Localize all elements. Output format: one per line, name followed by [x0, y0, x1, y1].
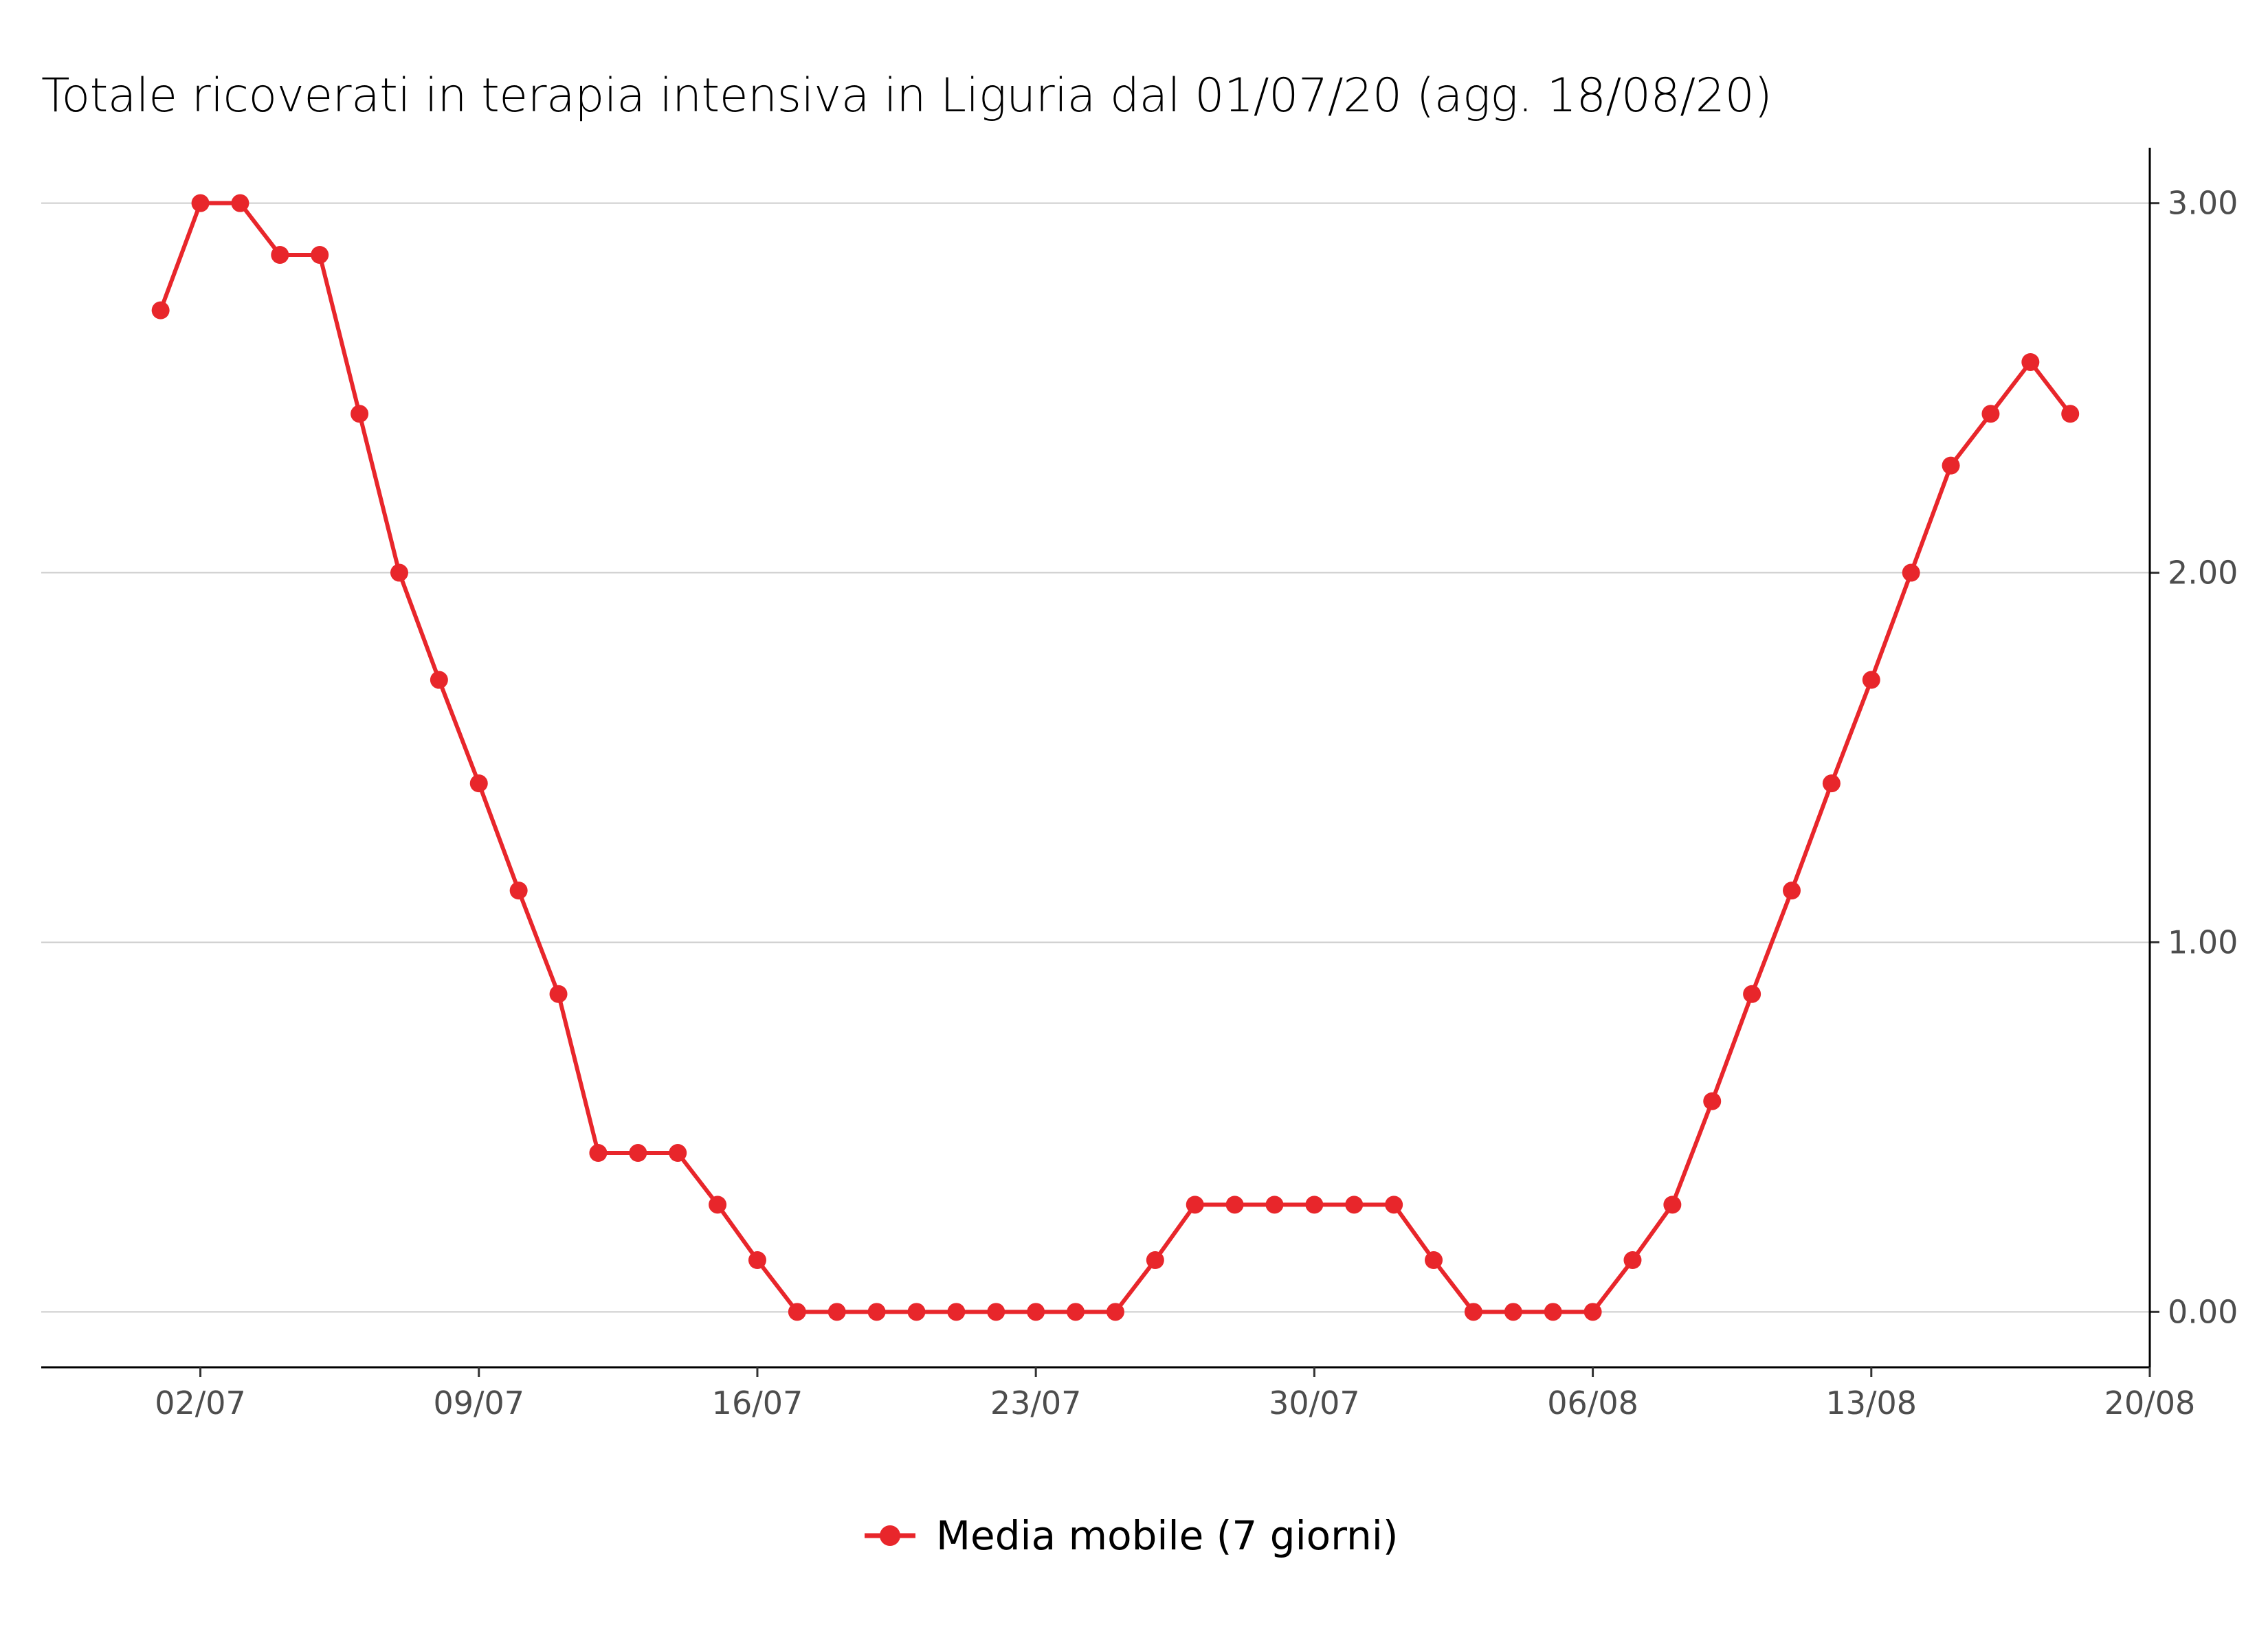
- data-point: [629, 1144, 647, 1163]
- chart-title: Totale ricoverati in terapia intensiva i…: [41, 69, 1772, 123]
- gridlines: [41, 202, 2150, 1313]
- data-point: [1663, 1196, 1682, 1214]
- x-tick-label: 16/07: [712, 1384, 803, 1422]
- data-point: [1783, 882, 1801, 900]
- series-layer: [151, 194, 2080, 1321]
- legend-label: Media mobile (7 giorni): [936, 1512, 1399, 1559]
- x-tick-label: 30/07: [1269, 1384, 1360, 1422]
- data-point: [1822, 774, 1841, 793]
- data-point: [1981, 405, 2000, 423]
- data-point: [271, 245, 289, 264]
- axes: 0.00 1.00 2.00 3.00 02/07 09/07 16/07 23/07 30/0…: [41, 148, 2238, 1422]
- data-point: [1862, 671, 1880, 689]
- x-tick-label: 09/07: [433, 1384, 524, 1422]
- x-tick-label: 23/07: [990, 1384, 1082, 1422]
- legend-key-marker: [865, 1525, 915, 1546]
- data-point: [1703, 1092, 1722, 1110]
- data-point: [311, 245, 329, 264]
- data-point: [151, 301, 170, 319]
- data-point: [709, 1196, 727, 1214]
- data-point: [1305, 1196, 1324, 1214]
- data-point: [1225, 1196, 1244, 1214]
- data-point: [1265, 1196, 1284, 1214]
- y-tick-label: 3.00: [2168, 185, 2238, 222]
- data-point: [1146, 1251, 1164, 1270]
- data-point: [1186, 1196, 1204, 1214]
- data-point: [907, 1303, 926, 1321]
- data-point: [1743, 985, 1761, 1003]
- data-point: [1027, 1303, 1045, 1321]
- y-tick-label: 0.00: [2168, 1293, 2238, 1330]
- legend: Media mobile (7 giorni): [859, 1505, 1399, 1567]
- data-point: [748, 1251, 766, 1270]
- data-point: [1942, 456, 1960, 475]
- data-point: [469, 774, 488, 793]
- data-point: [669, 1144, 687, 1163]
- x-tick-label: 20/08: [2104, 1384, 2196, 1422]
- data-point: [1464, 1303, 1482, 1321]
- data-point: [2021, 352, 2040, 371]
- y-tick-label: 1.00: [2168, 923, 2238, 961]
- data-point: [430, 671, 448, 689]
- data-point: [1623, 1251, 1642, 1270]
- data-point: [390, 563, 408, 582]
- data-point: [1067, 1303, 1085, 1321]
- data-point: [1425, 1251, 1443, 1270]
- data-point: [2061, 405, 2080, 423]
- data-point: [1544, 1303, 1562, 1321]
- data-point: [509, 882, 528, 900]
- series-line: [158, 201, 2072, 1314]
- data-point: [1902, 563, 1920, 582]
- data-point: [1504, 1303, 1522, 1321]
- data-point: [1385, 1196, 1403, 1214]
- data-point: [231, 194, 249, 212]
- data-point: [1106, 1303, 1124, 1321]
- data-point: [549, 985, 568, 1003]
- data-point: [827, 1303, 846, 1321]
- x-tick-label: 02/07: [155, 1384, 246, 1422]
- data-point: [867, 1303, 886, 1321]
- data-point: [788, 1303, 806, 1321]
- y-tick-label: 2.00: [2168, 554, 2238, 592]
- data-point: [987, 1303, 1005, 1321]
- data-point: [351, 405, 369, 423]
- data-point: [1583, 1303, 1602, 1321]
- data-point: [191, 194, 210, 212]
- data-point: [1345, 1196, 1364, 1214]
- data-point: [947, 1303, 966, 1321]
- x-tick-label: 06/08: [1547, 1384, 1638, 1422]
- data-point: [589, 1144, 608, 1163]
- x-tick-label: 13/08: [1826, 1384, 1917, 1422]
